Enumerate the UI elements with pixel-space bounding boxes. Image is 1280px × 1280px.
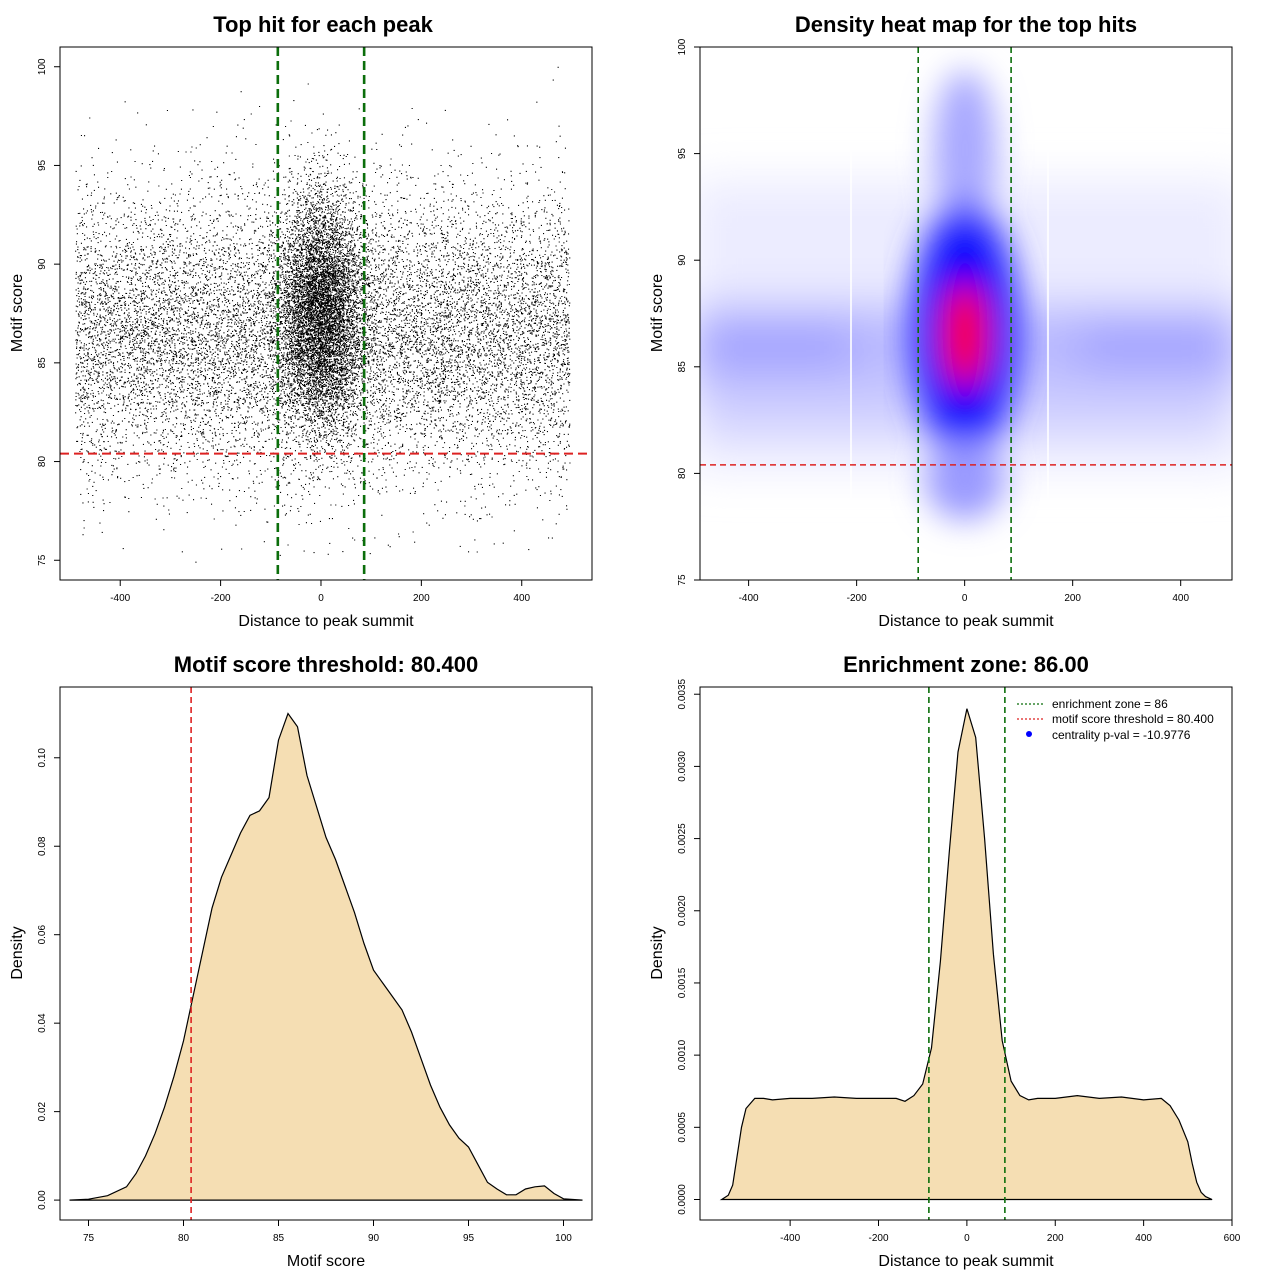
heatmap-refline-group (700, 47, 1232, 580)
distance-density-x-label: Distance to peak summit (878, 1253, 1054, 1270)
heatmap-image (700, 47, 1232, 580)
score-density-area (69, 712, 583, 1201)
distance-density-refline-group (928, 687, 1006, 1220)
y-tick-label: 75 (37, 554, 48, 566)
scatter-y-label: Motif score (9, 274, 26, 352)
x-tick-label: 85 (273, 1233, 285, 1244)
x-tick-label: -200 (869, 1233, 889, 1244)
x-tick-label: 200 (413, 593, 430, 604)
x-tick-label: -400 (739, 593, 759, 604)
y-tick-label: 0.0015 (677, 967, 688, 998)
score-density-plot-frame (59, 686, 593, 1221)
score-density-x-label: Motif score (287, 1253, 365, 1270)
x-tick-label: 200 (1064, 593, 1081, 604)
heatmap-y-label: Motif score (649, 274, 666, 352)
y-tick-label: 0.0030 (677, 751, 688, 782)
y-tick-label: 0.0010 (677, 1039, 688, 1070)
distance-density-x-axis: -400 -200 0 200 400 600 (780, 1220, 1241, 1244)
x-tick-label: -400 (110, 593, 130, 604)
score-density-panel: Motif score threshold: 80.400 75 80 85 90 95… (9, 652, 593, 1270)
x-tick-label: 80 (178, 1233, 190, 1244)
scatter-x-axis: -400 -200 0 200 400 (110, 580, 531, 604)
distance-density-plot-frame (699, 686, 1233, 1221)
scatter-plot-frame (59, 46, 593, 581)
y-tick-label: 0.02 (37, 1101, 48, 1121)
y-tick-label: 100 (37, 58, 48, 75)
distance-density-title: Enrichment zone: 86.00 (843, 652, 1089, 677)
scatter-title: Top hit for each peak (213, 12, 433, 37)
x-tick-label: -200 (211, 593, 231, 604)
y-tick-label: 90 (677, 254, 688, 266)
legend-pval-label: centrality p-val = -10.9776 (1052, 728, 1191, 742)
x-tick-label: 75 (83, 1233, 95, 1244)
heatmap-plot-frame (699, 46, 1233, 581)
y-tick-label: 80 (677, 467, 688, 479)
score-density-x-axis: 75 80 85 90 95 100 (83, 1220, 572, 1244)
y-tick-label: 0.08 (37, 836, 48, 856)
x-tick-label: 600 (1224, 1233, 1241, 1244)
x-tick-label: -400 (780, 1233, 800, 1244)
heatmap-title: Density heat map for the top hits (795, 12, 1137, 37)
distance-density-y-label: Density (649, 926, 666, 979)
y-tick-label: 90 (37, 258, 48, 270)
scatter-point-cloud (75, 66, 571, 563)
distance-density-area (719, 708, 1213, 1201)
x-tick-label: -200 (847, 593, 867, 604)
y-tick-label: 100 (677, 38, 688, 55)
y-tick-label: 0.0000 (677, 1184, 688, 1215)
y-tick-label: 95 (37, 159, 48, 171)
y-tick-label: 0.0025 (677, 823, 688, 854)
score-density-y-label: Density (9, 926, 26, 979)
legend: enrichment zone = 86 motif score thresho… (1017, 697, 1214, 742)
scatter-x-label: Distance to peak summit (238, 613, 414, 630)
y-tick-label: 95 (677, 148, 688, 160)
scatter-y-axis: 75 80 85 90 95 100 (37, 58, 60, 566)
y-tick-label: 0.10 (37, 748, 48, 768)
legend-pval-marker (1026, 731, 1032, 737)
legend-threshold-label: motif score threshold = 80.400 (1052, 712, 1214, 726)
heatmap-y-axis: 75 80 85 90 95 100 (677, 38, 700, 586)
y-tick-label: 85 (677, 361, 688, 373)
scatter-panel: Top hit for each peak -400 -200 0 200 400 75… (9, 12, 593, 630)
scatter-refline-group (60, 47, 592, 580)
x-tick-label: 95 (463, 1233, 475, 1244)
y-tick-label: 0.00 (37, 1190, 48, 1210)
y-tick-label: 0.0020 (677, 895, 688, 926)
x-tick-label: 90 (368, 1233, 380, 1244)
y-tick-label: 0.06 (37, 925, 48, 945)
heatmap-panel: Density heat map for the top hits -40 (649, 12, 1233, 630)
score-density-title: Motif score threshold: 80.400 (174, 652, 478, 677)
heatmap-x-label: Distance to peak summit (878, 613, 1054, 630)
x-tick-label: 100 (555, 1233, 572, 1244)
x-tick-label: 0 (964, 1233, 970, 1244)
x-tick-label: 200 (1047, 1233, 1064, 1244)
score-density-y-axis: 0.00 0.02 0.04 0.06 0.08 0.10 (37, 748, 60, 1210)
legend-enrichment-label: enrichment zone = 86 (1052, 697, 1168, 711)
scatter-points (75, 66, 571, 563)
x-tick-label: 400 (513, 593, 530, 604)
y-tick-label: 0.04 (37, 1013, 48, 1033)
distance-density-panel: Enrichment zone: 86.00 -400 -200 0 200 400 60… (649, 652, 1241, 1270)
x-tick-label: 0 (318, 593, 324, 604)
y-tick-label: 75 (677, 574, 688, 586)
x-tick-label: 400 (1172, 593, 1189, 604)
x-tick-label: 400 (1135, 1233, 1152, 1244)
x-tick-label: 0 (962, 593, 968, 604)
heatmap-x-axis: -400 -200 0 200 400 (739, 580, 1189, 604)
y-tick-label: 85 (37, 357, 48, 369)
y-tick-label: 0.0005 (677, 1112, 688, 1143)
distance-density-y-axis: 0.0000 0.0005 0.0010 0.0015 0.0020 0.0025 0.00… (677, 678, 700, 1215)
y-tick-label: 0.0035 (677, 678, 688, 709)
y-tick-label: 80 (37, 456, 48, 468)
